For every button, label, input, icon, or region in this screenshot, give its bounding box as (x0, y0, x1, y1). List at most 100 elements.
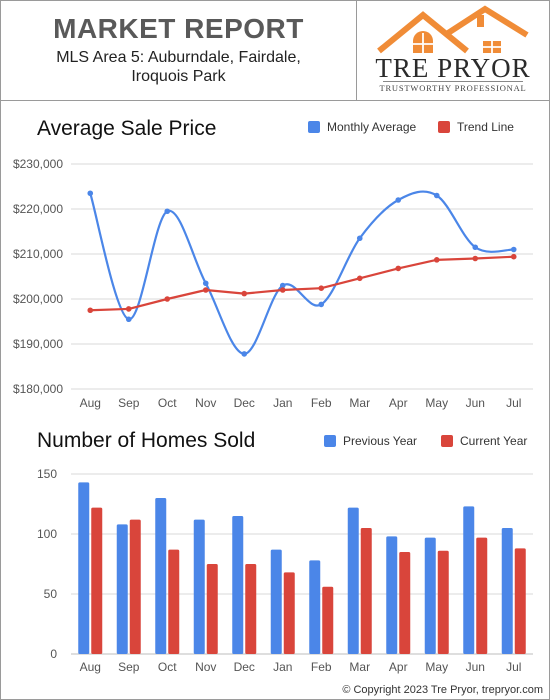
x-tick-label: Apr (389, 396, 408, 410)
legend-label-2: Trend Line (457, 120, 514, 134)
copyright-footer: © Copyright 2023 Tre Pryor, trepryor.com (342, 684, 543, 696)
report-heading: MARKET REPORT MLS Area 5: Auburndale, Fa… (1, 1, 356, 100)
data-point (356, 275, 363, 282)
y-tick-label: $190,000 (13, 337, 63, 351)
x-tick-label: Feb (311, 660, 332, 674)
legend-swatch-2 (441, 435, 453, 447)
y-tick-label: $220,000 (13, 202, 63, 216)
y-tick-label: $180,000 (13, 382, 63, 396)
x-tick-label: Sep (118, 660, 140, 674)
bar-current-year (245, 564, 257, 654)
data-point (356, 235, 363, 242)
brand-logo: TRE PRYOR TRUSTWORTHY PROFESSIONAL (357, 1, 549, 100)
data-point (87, 190, 94, 197)
chart-title: Average Sale Price (37, 117, 216, 140)
header-divider (356, 1, 357, 100)
x-tick-label: Aug (80, 660, 101, 674)
data-point (395, 265, 402, 272)
legend-label-2: Current Year (460, 434, 527, 448)
data-point (279, 287, 286, 293)
y-tick-label: $210,000 (13, 247, 63, 261)
data-point (241, 290, 248, 297)
bar-previous-year (155, 498, 167, 654)
y-tick-label: 150 (37, 467, 57, 481)
x-tick-label: Jan (273, 396, 292, 410)
data-point (472, 244, 479, 251)
bar-current-year (399, 552, 411, 654)
house-roof-icon (377, 5, 529, 54)
x-tick-label: Jul (506, 660, 521, 674)
data-point (164, 208, 171, 215)
data-point (241, 351, 248, 357)
data-point (433, 257, 440, 263)
legend-label-1: Monthly Average (327, 120, 416, 134)
bar-current-year (476, 537, 488, 654)
data-point (510, 246, 517, 253)
data-point (395, 197, 402, 203)
x-tick-label: May (425, 660, 448, 674)
bar-previous-year (78, 482, 90, 654)
data-point (510, 253, 517, 260)
x-tick-label: Dec (234, 396, 255, 410)
bar-current-year (283, 572, 295, 654)
bar-previous-year (501, 528, 513, 654)
data-point (87, 307, 94, 314)
homes-sold-chart: Number of Homes Sold Previous Year Current… (37, 429, 533, 674)
x-tick-label: Feb (311, 396, 332, 410)
x-tick-label: Mar (349, 660, 370, 674)
bar-current-year (360, 528, 372, 654)
x-tick-label: Dec (234, 660, 255, 674)
x-tick-label: Jun (466, 396, 485, 410)
area-subtitle-line1: MLS Area 5: Auburndale, Fairdale, (56, 49, 301, 66)
data-point (433, 192, 440, 199)
brand-name: TRE PRYOR (375, 53, 531, 83)
x-tick-label: Jun (466, 660, 485, 674)
logo-divider-line (383, 81, 523, 82)
y-tick-label: 100 (37, 527, 57, 541)
series-line-2 (90, 255, 514, 312)
bar-previous-year (463, 506, 475, 654)
bar-current-year (168, 549, 180, 654)
legend-swatch-2 (438, 121, 450, 133)
bar-previous-year (270, 549, 282, 654)
legend-swatch-1 (324, 435, 336, 447)
x-tick-label: May (425, 396, 448, 410)
x-tick-label: Oct (158, 396, 177, 410)
data-point (318, 285, 325, 291)
bar-current-year (437, 550, 449, 654)
data-point (202, 287, 209, 293)
bar-previous-year (424, 537, 436, 654)
x-tick-label: Apr (389, 660, 408, 674)
bar-current-year (129, 519, 141, 654)
area-subtitle-line2: Iroquois Park (131, 68, 226, 85)
bar-current-year (206, 564, 218, 654)
bar-current-year (91, 507, 103, 654)
report-title: MARKET REPORT (53, 13, 304, 44)
bar-previous-year (116, 524, 128, 654)
bar-previous-year (347, 507, 359, 654)
x-tick-label: Aug (80, 396, 101, 410)
bar-previous-year (193, 519, 205, 654)
chart-title: Number of Homes Sold (37, 429, 255, 452)
bar-previous-year (386, 536, 398, 654)
data-point (164, 296, 171, 302)
y-tick-label: 50 (44, 587, 58, 601)
bar-previous-year (309, 560, 321, 654)
brand-tagline: TRUSTWORTHY PROFESSIONAL (379, 83, 527, 93)
data-point (202, 280, 209, 287)
data-point (125, 306, 132, 312)
report-header: MARKET REPORT MLS Area 5: Auburndale, Fa… (1, 1, 549, 101)
data-point (472, 255, 479, 262)
x-tick-label: Sep (118, 396, 140, 410)
x-tick-label: Jul (506, 396, 521, 410)
x-tick-label: Mar (349, 396, 370, 410)
x-tick-label: Nov (195, 396, 216, 410)
y-tick-label: $230,000 (13, 157, 63, 171)
legend-swatch-1 (308, 121, 320, 133)
bar-current-year (514, 548, 526, 654)
legend-label-1: Previous Year (343, 434, 417, 448)
average-sale-price-chart: Average Sale Price Monthly Average Trend L… (13, 117, 533, 410)
data-point (318, 301, 325, 308)
bar-previous-year (232, 516, 244, 654)
